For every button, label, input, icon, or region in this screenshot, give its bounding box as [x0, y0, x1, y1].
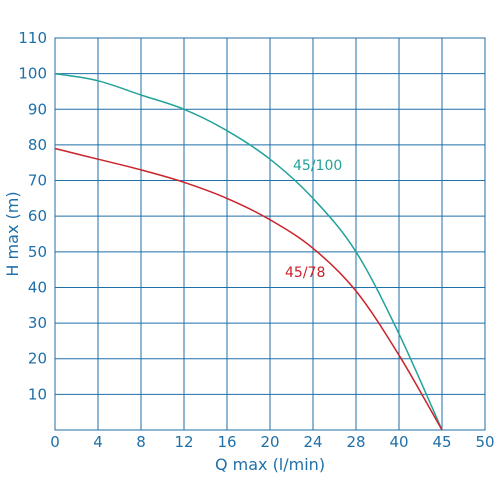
x-tick-label: 50: [475, 433, 494, 451]
y-axis-label: H max (m): [3, 191, 22, 276]
y-tick-label: 20: [28, 350, 47, 368]
y-tick-label: 50: [28, 243, 47, 261]
y-tick-label: 80: [28, 136, 47, 154]
y-tick-label: 100: [18, 65, 47, 83]
grid: [55, 38, 485, 430]
y-tick-label: 110: [18, 29, 47, 47]
y-tick-label: 30: [28, 314, 47, 332]
y-tick-label: 10: [28, 385, 47, 403]
y-tick-label: 90: [28, 100, 47, 118]
series-line-45-100: [54, 72, 443, 431]
x-tick-label: 8: [136, 433, 146, 451]
series-layer: 45/100 45/78: [54, 72, 443, 431]
x-axis-label: Q max (l/min): [215, 455, 325, 474]
y-tick-label: 70: [28, 172, 47, 190]
y-tick-label: 40: [28, 278, 47, 296]
x-tick-label: 40: [389, 433, 408, 451]
x-tick-label: 28: [346, 433, 365, 451]
x-tick-label: 45: [432, 433, 451, 451]
x-tick-label: 24: [303, 433, 322, 451]
series-label-45-78: 45/78: [285, 265, 325, 281]
series-label-45-100: 45/100: [293, 158, 342, 174]
x-tick-label: 4: [93, 433, 103, 451]
x-tick-label: 0: [50, 433, 60, 451]
x-tick-label: 20: [260, 433, 279, 451]
series-line-45-78: [54, 147, 443, 431]
y-tick-label: 60: [28, 207, 47, 225]
tick-labels: 0 4 8 12 16 20 24 28 40 45 50 10 20 30 40 50 60 70 80 90 100…: [18, 29, 494, 451]
x-tick-label: 16: [217, 433, 236, 451]
x-tick-label: 12: [174, 433, 193, 451]
